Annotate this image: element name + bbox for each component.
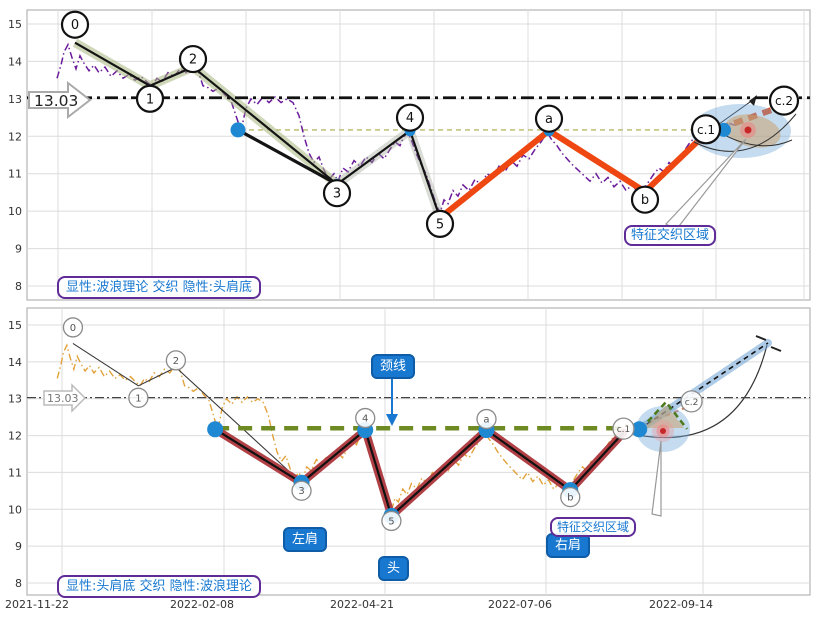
wave-label-circle-bottom bbox=[128, 387, 149, 408]
ref-value-label-bottom: 13.03 bbox=[47, 392, 79, 405]
y-tick-label: 14 bbox=[8, 55, 22, 68]
target-cap-left bbox=[755, 335, 767, 341]
zone-pointer-arrow-bottom bbox=[651, 440, 662, 517]
wave-label-text-bottom: a bbox=[483, 415, 489, 426]
wave-label-text-bottom: c.1 bbox=[617, 425, 631, 435]
wave-label-circle bbox=[768, 85, 800, 116]
hs-start-dot-bottom bbox=[207, 421, 224, 438]
y-tick-label: 10 bbox=[8, 205, 22, 218]
price-line-top bbox=[56, 42, 740, 216]
ref-arrow-top bbox=[28, 80, 92, 120]
wave-label-circle-bottom bbox=[612, 417, 635, 440]
wave-label-text-bottom: b bbox=[567, 493, 573, 504]
wave-orange-dashed-c1-c2 bbox=[704, 102, 786, 137]
neckline-pointer-head bbox=[386, 414, 398, 426]
top-feature-zone-box: 特征交织区域 bbox=[624, 225, 717, 246]
left-shoulder-button[interactable]: 左肩 bbox=[283, 527, 328, 552]
head-button[interactable]: 头 bbox=[378, 556, 410, 581]
wave-label-text-bottom: 0 bbox=[70, 323, 76, 334]
wave-label-text: a bbox=[545, 112, 553, 127]
target-cap-right bbox=[770, 346, 782, 352]
wave-label-circle bbox=[690, 114, 722, 145]
wave-label-text: 0 bbox=[71, 18, 79, 33]
wave-label-circle bbox=[322, 179, 352, 208]
ref-arrow-bottom bbox=[43, 383, 87, 413]
y-tick-label: 11 bbox=[8, 168, 22, 181]
wave-label-circle-bottom bbox=[680, 390, 703, 413]
wave-label-text: c.1 bbox=[697, 123, 715, 137]
wave-label-text-bottom: 3 bbox=[298, 486, 304, 497]
target-dot bbox=[744, 126, 752, 134]
hs-start-dot bbox=[230, 122, 246, 138]
wave-label-text: 5 bbox=[436, 217, 444, 232]
wave-line-0-5 bbox=[74, 41, 442, 219]
y-tick-label: 8 bbox=[15, 280, 22, 293]
fan-arc-1 bbox=[693, 113, 797, 152]
x-tick-label: 2022-07-06 bbox=[488, 598, 552, 611]
wave-label-text-bottom: 4 bbox=[362, 414, 368, 425]
wave-label-circle-bottom bbox=[476, 408, 497, 430]
y-tick-label: 8 bbox=[15, 577, 22, 590]
bottom-feature-zone-box: 特征交织区域 bbox=[550, 517, 637, 537]
wave-label-circle bbox=[425, 209, 455, 238]
target-dot-bottom bbox=[660, 428, 666, 434]
wave-label-circle bbox=[135, 84, 165, 113]
x-tick-label: 2022-02-08 bbox=[170, 598, 234, 611]
wave-label-circle-bottom bbox=[381, 510, 402, 532]
wave-label-text: 4 bbox=[406, 111, 414, 126]
x-tick-label: 2021-11-22 bbox=[5, 598, 69, 611]
y-tick-label: 14 bbox=[8, 356, 22, 369]
y-tick-label: 11 bbox=[8, 466, 22, 479]
wave-label-circle-bottom bbox=[62, 317, 84, 338]
breakout-green-dashes bbox=[640, 399, 689, 430]
wave-label-circle-bottom bbox=[355, 407, 376, 429]
wave-label-text: b bbox=[641, 193, 649, 208]
x-tick-label: 2022-09-14 bbox=[649, 598, 713, 611]
wave-label-text-bottom: 1 bbox=[135, 393, 141, 404]
wave-label-circle bbox=[60, 10, 90, 39]
y-tick-label: 15 bbox=[8, 319, 22, 332]
bottom-panel-summary-box: 显性:头肩底 交织 隐性:波浪理论 bbox=[57, 575, 262, 598]
y-tick-label: 9 bbox=[15, 540, 22, 553]
y-tick-label: 13 bbox=[8, 393, 22, 406]
y-tick-label: 10 bbox=[8, 503, 22, 516]
panel-frame bbox=[26, 307, 811, 596]
wave-orange-5-c1 bbox=[437, 127, 709, 221]
y-tick-label: 12 bbox=[8, 430, 22, 443]
breakout-tan-triangle bbox=[644, 405, 684, 428]
y-tick-label: 15 bbox=[8, 18, 22, 31]
wave-label-text-bottom: c.2 bbox=[685, 398, 699, 408]
neckline-button[interactable]: 颈线 bbox=[371, 354, 416, 379]
wave-label-text-bottom: 5 bbox=[388, 516, 394, 527]
wave-label-circle-bottom bbox=[165, 350, 187, 371]
projection-dashed-line bbox=[638, 342, 769, 430]
wave-label-circle bbox=[630, 185, 660, 214]
wave-label-circle bbox=[395, 103, 425, 132]
wave-label-circle-bottom bbox=[291, 480, 312, 501]
latest-price-dot-bottom bbox=[631, 421, 648, 438]
wave-label-circle bbox=[534, 104, 564, 133]
wave-label-circle bbox=[178, 44, 208, 74]
wave-label-circle-bottom bbox=[560, 486, 581, 508]
wave-label-text-bottom: 2 bbox=[173, 356, 179, 367]
y-tick-label: 9 bbox=[15, 243, 22, 256]
ref-value-label-top: 13.03 bbox=[34, 92, 78, 110]
y-tick-label: 12 bbox=[8, 130, 22, 143]
top-panel-summary-box: 显性:波浪理论 交织 隐性:头肩底 bbox=[57, 276, 262, 299]
y-tick-label: 13 bbox=[8, 93, 22, 106]
wave-label-text: c.2 bbox=[775, 94, 793, 108]
wave-label-text: 1 bbox=[146, 92, 154, 107]
hidden-hs-segment bbox=[237, 128, 338, 186]
wave-label-text: 2 bbox=[189, 53, 197, 68]
wave-label-text: 3 bbox=[333, 187, 341, 202]
x-tick-label: 2022-04-21 bbox=[330, 598, 394, 611]
